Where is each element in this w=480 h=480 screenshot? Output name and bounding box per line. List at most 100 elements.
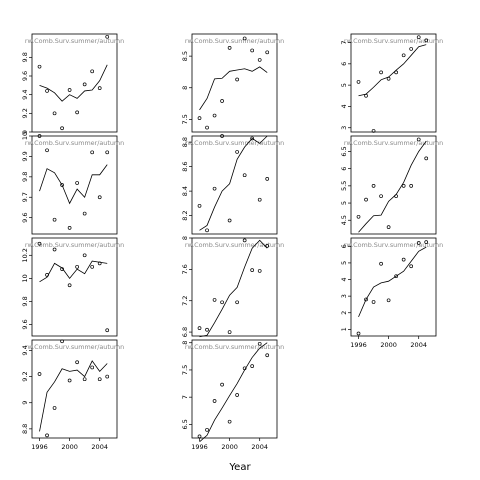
data-point [60,183,64,187]
data-point [75,264,79,269]
y-tick-label: 5 [340,261,348,265]
y-tick-label: 8 [181,236,189,240]
data-point [37,134,42,138]
data-point [197,326,202,331]
x-tick-label: 2004 [410,341,427,349]
y-tick-label: 9.8 [21,172,29,182]
fitted-line [358,44,427,97]
x-tick-label: 2004 [91,443,108,451]
y-tick-label: 8.8 [21,424,29,434]
y-tick-label: 9.8 [21,52,29,62]
data-point [37,241,42,246]
data-point [364,297,368,302]
panel-1: rw.Comb.Surv.summer/autumn 9 9.2 9.4 9.6 9.8 [21,33,124,134]
data-point [356,80,361,84]
y-tick-label: 9.4 [21,345,29,355]
y-tick-label: 6.8 [181,327,189,337]
panel-strip-label: rw.Comb.Surv.summer/autumn [25,343,124,351]
panel-2: rw.Comb.Surv.summer/autumn 9.6 9.7 9.8 9.9 10 [21,132,124,235]
data-point [45,89,49,93]
data-point [52,217,57,222]
data-point [227,218,232,223]
y-tick-label: 9.4 [21,89,29,99]
data-point [75,110,79,115]
panel-strip-label: rw.Comb.Surv.summer/autumn [25,241,124,249]
data-point [235,300,239,305]
data-point [409,47,414,51]
y-tick-label: 8.8 [181,137,189,147]
y-tick-label: 7.5 [181,114,189,124]
data-point [424,240,429,245]
data-point [45,148,49,153]
panel-strip-label: rw.Comb.Surv.summer/autumn [185,241,284,249]
y-tick-label: 4 [340,277,348,281]
y-tick-label: 9.7 [21,192,29,202]
data-point [37,64,42,69]
y-tick-label: 6 [340,167,348,171]
data-point [82,82,87,87]
data-point [371,129,376,133]
data-point [416,137,421,142]
panel-11: rw.Comb.Surv.summer/autumn 1 2 3 4 5 6 1996 2000… [340,237,443,349]
fitted-line [39,64,108,102]
y-tick-label: 8 [181,341,189,345]
data-point [82,377,87,382]
panel-frame [191,339,278,439]
data-point [220,300,224,305]
data-point [235,393,239,397]
data-point [37,372,42,376]
y-tick-label: 9.8 [21,296,29,306]
data-point [90,69,95,74]
data-point [265,177,270,181]
panel-strip-label: rw.Comb.Surv.summer/autumn [185,139,284,147]
data-point [105,34,110,39]
panel-9: rw.Comb.Surv.summer/autumn 3 4 5 6 7 [340,33,443,133]
data-point [90,150,95,155]
y-tick-label: 6 [340,244,348,248]
panel-strip-label: rw.Comb.Surv.summer/autumn [25,139,124,147]
data-point [52,111,57,116]
y-tick-label: 2 [340,311,348,315]
panel-frame [31,237,118,337]
y-tick-label: 9.2 [21,108,29,118]
data-point [82,211,87,216]
data-point [242,238,247,243]
panel-3: rw.Comb.Surv.summer/autumn 9.6 9.8 10 10.2 [21,237,124,337]
data-point [227,46,232,50]
data-point [257,269,262,273]
panels-layer: rw.Comb.Surv.summer/autumn99.29.49.69.8r… [21,33,443,451]
data-point [205,228,209,233]
data-point [67,378,72,383]
y-tick-label: 9.6 [21,212,29,222]
y-tick-label: 9.6 [21,71,29,81]
panel-frame [191,33,278,133]
fitted-line [199,342,268,443]
x-tick-label: 2000 [380,341,397,349]
y-tick-label: 8.5 [181,51,189,61]
data-point [97,86,102,90]
y-tick-label: 5 [340,83,348,87]
data-point [409,264,414,269]
fitted-line [39,260,108,283]
data-point [67,88,72,92]
panel-frame [350,33,437,133]
data-point [401,53,406,58]
panel-8: rw.Comb.Surv.summer/autumn 6.5 7 7.5 8 1996 20… [181,339,284,451]
data-point [60,339,64,344]
y-tick-label: 7 [340,40,348,44]
data-point [90,264,95,269]
data-point [75,360,79,365]
data-point [197,434,202,439]
data-point [242,36,247,41]
y-tick-label: 1 [340,327,348,331]
data-point [424,156,429,161]
data-point [386,76,391,81]
y-tick-label: 5.5 [340,181,348,191]
data-point [250,136,255,141]
panel-5: rw.Comb.Surv.summer/autumn 7.5 8 8.5 [181,33,284,133]
y-tick-label: 6.5 [340,146,348,156]
fitted-line [358,246,427,318]
panel-strip-label: rw.Comb.Surv.summer/autumn [25,37,124,45]
data-point [356,331,361,336]
